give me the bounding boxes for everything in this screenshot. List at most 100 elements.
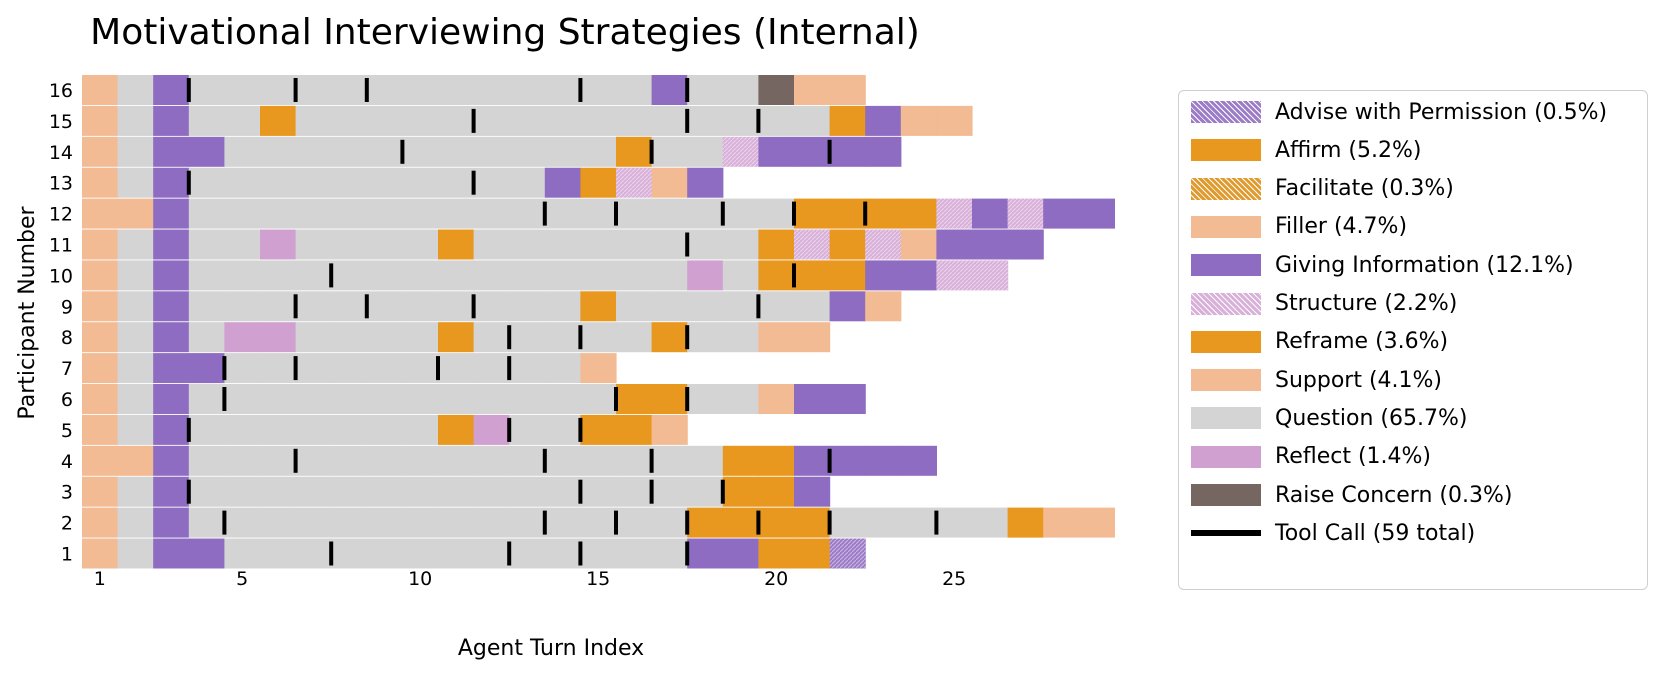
y-tick-3: 3 (61, 482, 73, 504)
cell-p12-t21 (794, 198, 831, 229)
cell-p16-t12 (473, 75, 510, 105)
cell-p3-t14 (544, 476, 581, 507)
cell-p12-t3 (153, 198, 190, 229)
cell-p1-t1 (82, 538, 119, 569)
cell-p8-t6 (260, 322, 297, 353)
cell-hatch-p14-t19 (722, 136, 759, 167)
cell-p4-t14 (544, 445, 581, 476)
cell-p12-t6 (260, 198, 297, 229)
cell-p5-t10 (402, 414, 439, 445)
cell-p5-t4 (188, 414, 225, 445)
cell-p13-t1 (82, 167, 119, 198)
cell-p2-t4 (188, 507, 225, 538)
legend-item-rf: Reframe (3.6%) (1191, 325, 1448, 359)
cell-p14-t23 (865, 136, 902, 167)
cell-p16-t21 (794, 75, 831, 105)
tool-call-p14-t16 (649, 139, 654, 164)
cell-p16-t9 (366, 75, 403, 105)
cell-p10-t1 (82, 260, 119, 291)
tool-call-p2-t24 (934, 510, 939, 535)
cell-p2-t10 (402, 507, 439, 538)
cell-p6-t16 (616, 384, 653, 414)
cell-p9-t14 (544, 291, 581, 322)
cell-p11-t8 (331, 229, 368, 260)
cell-p5-t5 (224, 414, 261, 445)
cell-p4-t16 (616, 445, 653, 476)
cell-p16-t1 (82, 75, 119, 105)
x-tick-1: 1 (94, 568, 106, 590)
legend-label: Filler (4.7%) (1275, 214, 1408, 240)
legend-item-st: Structure (2.2%) (1191, 287, 1457, 321)
tool-call-p1-t14 (578, 541, 583, 566)
cell-p3-t12 (473, 476, 510, 507)
cell-p14-t20 (758, 136, 795, 167)
cell-p6-t4 (188, 384, 225, 414)
cell-p14-t10 (402, 136, 439, 167)
cell-p15-t4 (188, 105, 225, 136)
cell-p3-t3 (153, 476, 190, 507)
legend-item-su: Support (4.1%) (1191, 363, 1442, 397)
cell-p3-t10 (402, 476, 439, 507)
cell-p10-t14 (544, 260, 581, 291)
cell-p16-t19 (722, 75, 759, 105)
cell-p13-t17 (651, 167, 688, 198)
tool-call-p2-t13 (542, 510, 547, 535)
tool-call-p5-t12 (507, 417, 512, 442)
cell-p4-t11 (438, 445, 475, 476)
tool-call-p16-t8 (364, 78, 369, 102)
cell-p11-t9 (366, 229, 403, 260)
tool-call-p12-t20 (792, 201, 796, 226)
cell-p9-t4 (188, 291, 225, 322)
cell-p11-t17 (651, 229, 688, 260)
tool-call-p1-t12 (507, 541, 512, 566)
tool-call-p7-t4 (222, 356, 227, 381)
cell-p15-t5 (224, 105, 261, 136)
cell-p2-t1 (82, 507, 119, 538)
cell-p15-t14 (544, 105, 581, 136)
tool-call-p16-t14 (578, 78, 583, 102)
cell-p11-t10 (402, 229, 439, 260)
cell-p2-t23 (865, 507, 902, 538)
cell-p7-t9 (366, 353, 403, 384)
cell-p1-t13 (509, 538, 546, 569)
cell-p14-t21 (794, 136, 831, 167)
cell-p10-t23 (865, 260, 902, 291)
cell-p11-t25 (936, 229, 973, 260)
cell-p13-t5 (224, 167, 261, 198)
cell-p11-t11 (438, 229, 475, 260)
tool-call-p11-t17 (685, 232, 690, 257)
cell-p16-t13 (509, 75, 546, 105)
cell-p12-t14 (544, 198, 581, 229)
cell-p10-t2 (117, 260, 154, 291)
cell-p16-t17 (651, 75, 688, 105)
heatmap-cells (82, 75, 1115, 569)
legend-label: Giving Information (12.1%) (1275, 252, 1574, 278)
cell-p8-t12 (473, 322, 510, 353)
cell-p5-t2 (117, 414, 154, 445)
cell-p11-t4 (188, 229, 225, 260)
legend-swatch-st (1191, 292, 1261, 315)
cell-p4-t20 (758, 445, 795, 476)
cell-p6-t17 (651, 384, 688, 414)
cell-p12-t10 (402, 198, 439, 229)
cell-p3-t1 (82, 476, 119, 507)
cell-p10-t13 (509, 260, 546, 291)
cell-p2-t13 (509, 507, 546, 538)
cell-p7-t1 (82, 353, 119, 384)
cell-p12-t5 (224, 198, 261, 229)
legend-swatch-re (1191, 445, 1261, 468)
cell-p6-t8 (331, 384, 368, 414)
cell-p10-t5 (224, 260, 261, 291)
cell-p13-t14 (544, 167, 581, 198)
cell-p13-t7 (295, 167, 332, 198)
legend-item-gi: Giving Information (12.1%) (1191, 248, 1574, 282)
y-axis-label: Participant Number (15, 205, 40, 419)
cell-p10-t20 (758, 260, 795, 291)
cell-p9-t3 (153, 291, 190, 322)
cell-p4-t4 (188, 445, 225, 476)
cell-p9-t2 (117, 291, 154, 322)
cell-p1-t2 (117, 538, 154, 569)
cell-p8-t4 (188, 322, 225, 353)
tool-call-p7-t6 (293, 356, 298, 381)
cell-p1-t10 (402, 538, 439, 569)
